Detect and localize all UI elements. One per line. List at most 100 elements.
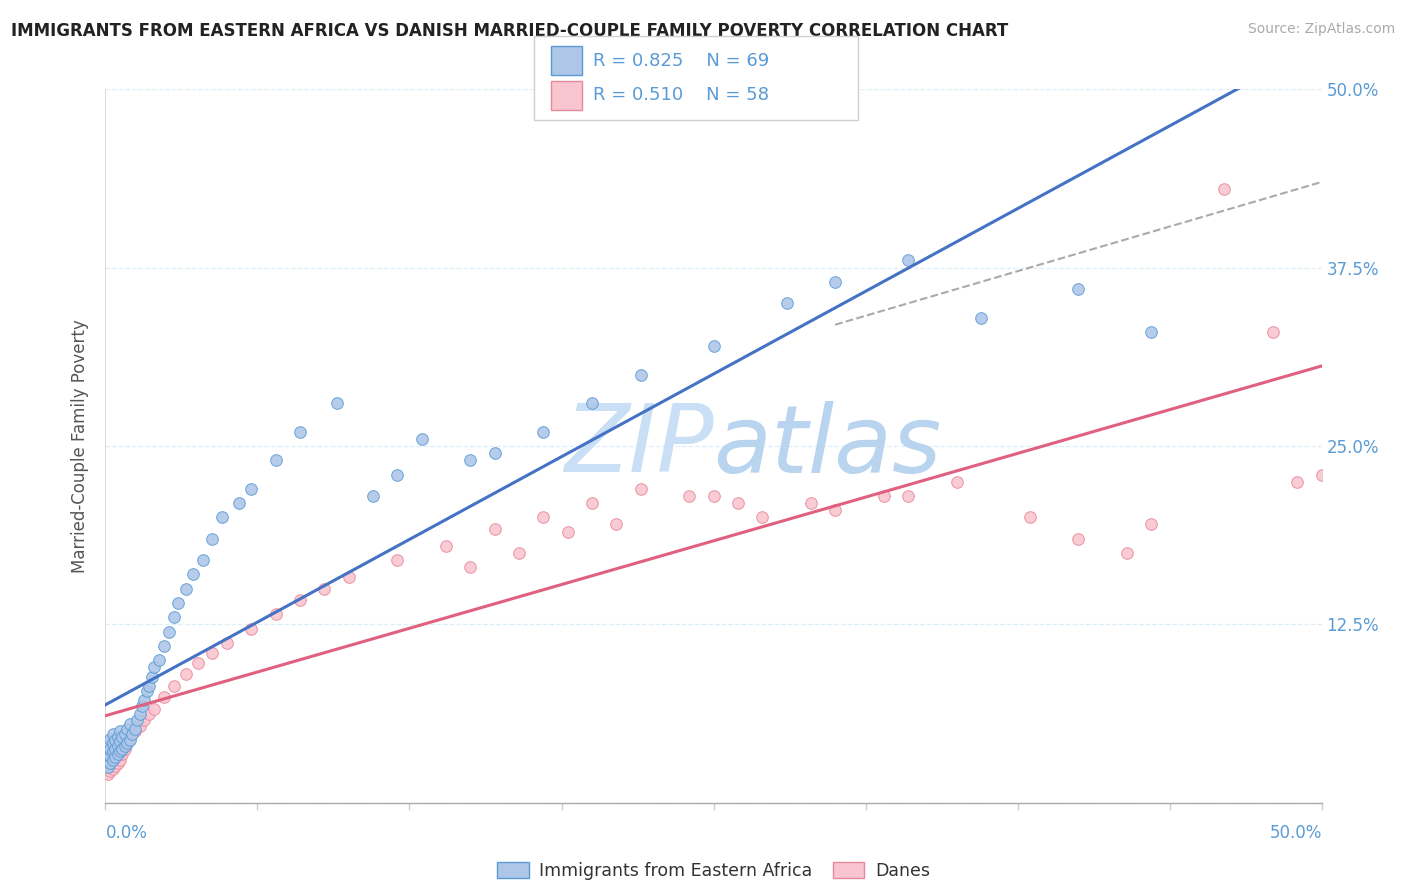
Point: [1140, 325, 1163, 339]
Point: [101, 744, 124, 758]
Point: [153, 639, 176, 653]
Text: IMMIGRANTS FROM EASTERN AFRICA VS DANISH MARRIED-COUPLE FAMILY POVERTY CORRELATI: IMMIGRANTS FROM EASTERN AFRICA VS DANISH…: [11, 22, 1008, 40]
Point: [114, 741, 136, 756]
Point: [337, 570, 360, 584]
Point: [824, 503, 846, 517]
Point: [1213, 182, 1236, 196]
Point: [174, 667, 197, 681]
Legend: Immigrants from Eastern Africa, Danes: Immigrants from Eastern Africa, Danes: [491, 855, 936, 887]
Point: [104, 750, 127, 764]
Point: [111, 747, 134, 762]
Point: [211, 510, 233, 524]
Point: [104, 741, 127, 756]
Point: [117, 736, 139, 750]
Point: [702, 489, 725, 503]
Point: [141, 670, 163, 684]
Point: [107, 746, 129, 760]
Point: [897, 489, 920, 503]
Point: [240, 622, 263, 636]
Point: [118, 730, 141, 744]
Point: [361, 489, 384, 503]
Point: [138, 679, 160, 693]
Point: [897, 253, 920, 268]
Point: [97, 746, 120, 760]
Text: 50.0%: 50.0%: [1270, 824, 1322, 842]
Point: [124, 722, 146, 736]
Point: [118, 717, 141, 731]
Point: [135, 684, 157, 698]
Point: [557, 524, 579, 539]
Point: [630, 368, 652, 382]
Text: atlas: atlas: [713, 401, 942, 491]
Point: [508, 546, 530, 560]
Point: [288, 593, 311, 607]
Point: [484, 446, 506, 460]
Point: [325, 396, 347, 410]
Point: [531, 510, 554, 524]
Point: [107, 730, 129, 744]
Point: [101, 762, 124, 776]
Point: [107, 747, 129, 762]
Point: [111, 741, 134, 756]
Point: [134, 693, 156, 707]
Point: [138, 707, 160, 722]
Point: [104, 758, 127, 772]
Point: [121, 727, 143, 741]
Y-axis label: Married-Couple Family Poverty: Married-Couple Family Poverty: [72, 319, 90, 573]
Point: [97, 753, 120, 767]
Point: [1261, 325, 1284, 339]
Point: [181, 567, 204, 582]
Point: [124, 724, 146, 739]
Point: [945, 475, 967, 489]
Point: [98, 756, 121, 770]
Point: [107, 739, 129, 753]
Point: [128, 719, 150, 733]
Point: [108, 734, 131, 748]
Point: [114, 739, 136, 753]
Point: [434, 539, 457, 553]
Point: [191, 553, 214, 567]
Text: ZIP: ZIP: [564, 401, 713, 491]
Point: [228, 496, 250, 510]
Point: [98, 731, 121, 746]
Point: [98, 764, 121, 779]
Point: [1018, 510, 1040, 524]
Point: [630, 482, 652, 496]
Point: [101, 736, 124, 750]
Point: [775, 296, 797, 310]
Text: Source: ZipAtlas.com: Source: ZipAtlas.com: [1247, 22, 1395, 37]
Point: [314, 582, 336, 596]
Point: [458, 560, 481, 574]
Point: [131, 698, 153, 713]
Point: [101, 753, 124, 767]
Point: [104, 733, 127, 747]
Point: [678, 489, 700, 503]
Point: [187, 656, 209, 670]
Point: [1286, 475, 1309, 489]
Point: [240, 482, 263, 496]
Point: [167, 596, 190, 610]
Point: [134, 713, 156, 727]
Point: [751, 510, 773, 524]
Point: [1140, 517, 1163, 532]
Point: [605, 517, 627, 532]
Text: R = 0.510    N = 58: R = 0.510 N = 58: [593, 87, 769, 104]
Point: [217, 636, 239, 650]
Point: [1310, 467, 1333, 482]
Point: [117, 736, 139, 750]
Point: [114, 727, 136, 741]
Point: [1067, 532, 1090, 546]
Point: [1067, 282, 1090, 296]
Point: [581, 496, 603, 510]
Point: [458, 453, 481, 467]
Point: [702, 339, 725, 353]
Point: [117, 722, 139, 736]
Point: [98, 741, 121, 756]
Point: [201, 646, 224, 660]
Point: [727, 496, 749, 510]
Point: [125, 713, 148, 727]
Point: [97, 760, 120, 774]
Point: [98, 756, 121, 770]
Point: [201, 532, 224, 546]
Point: [153, 690, 176, 705]
